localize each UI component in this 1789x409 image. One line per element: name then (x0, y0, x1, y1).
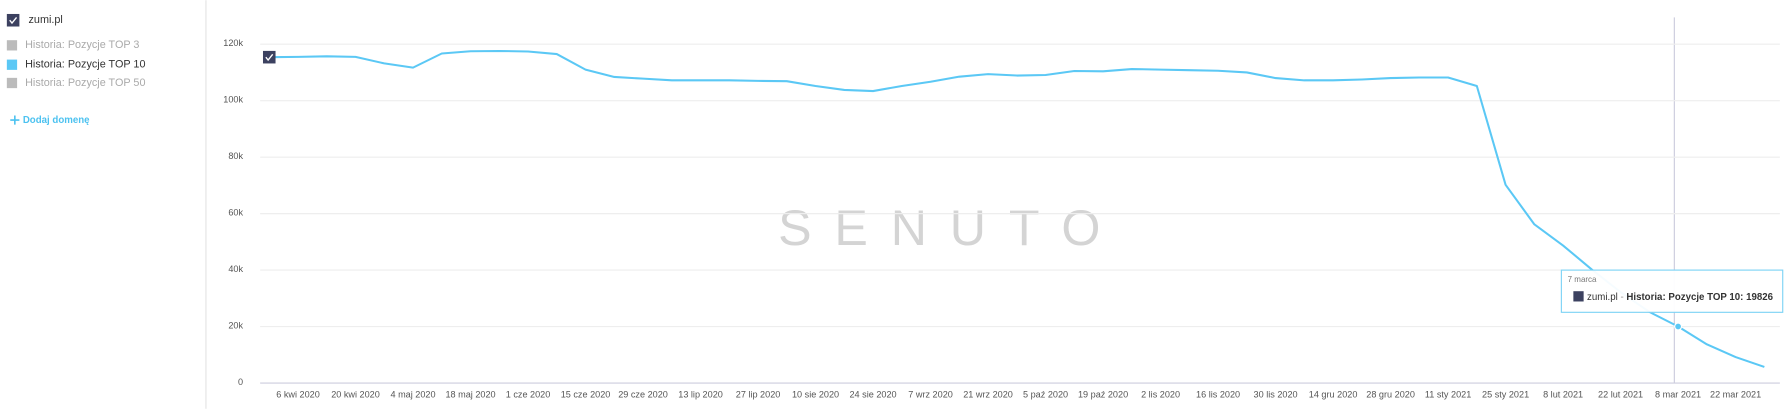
y-tick-label: 0 (238, 377, 243, 387)
start-marker (262, 50, 276, 64)
tooltip-separator: - (1620, 291, 1623, 302)
x-tick-label: 11 sty 2021 (1425, 389, 1471, 399)
x-tick-label: 24 sie 2020 (849, 389, 896, 399)
x-tick-label: 4 maj 2020 (390, 389, 435, 399)
x-tick-label: 20 kwi 2020 (331, 389, 380, 399)
legend-entry[interactable]: Historia: Pozycje TOP 10 (25, 59, 145, 71)
x-tick-label: 21 wrz 2020 (963, 389, 1013, 399)
x-tick-label: 14 gru 2020 (1309, 389, 1358, 399)
x-tick-label: 8 lut 2021 (1543, 389, 1583, 399)
y-tick-label: 80k (228, 151, 243, 161)
y-tick-label: 20k (228, 320, 243, 330)
domain-checkbox[interactable] (6, 13, 20, 27)
tooltip-date: 7 marca (1568, 275, 1597, 284)
tooltip-text: zumi.pl - Historia: Pozycje TOP 10: 1982… (1587, 291, 1774, 302)
x-tick-label: 2 lis 2020 (1141, 389, 1180, 399)
tooltip-value: 19826 (1746, 291, 1774, 302)
x-tick-label: 25 sty 2021 (1482, 389, 1529, 399)
tooltip-box (1560, 269, 1784, 313)
x-tick-label: 29 cze 2020 (618, 389, 668, 399)
x-tick-label: 30 lis 2020 (1254, 389, 1298, 399)
legend-swatch[interactable] (6, 40, 18, 51)
plot: 0 20k 40k 60k 80k 100k 120k 6 kwi 2020 20 kwi 20… (223, 38, 1780, 399)
x-tick-label: 1 cze 2020 (506, 389, 551, 399)
tooltip-label: Historia: Pozycje TOP 10: (1626, 291, 1743, 302)
x-tick-label: 6 kwi 2020 (276, 389, 320, 399)
y-tick-label: 40k (228, 264, 243, 274)
x-tick-label: 18 maj 2020 (445, 389, 495, 399)
tooltip-domain: zumi.pl (1587, 291, 1618, 302)
legend-swatch[interactable] (6, 59, 18, 70)
add-domain-button[interactable]: Dodaj domenę (23, 115, 90, 126)
series-line (269, 49, 1765, 368)
x-tick-label: 13 lip 2020 (678, 389, 723, 399)
legend-entry[interactable]: Historia: Pozycje TOP 50 (25, 77, 145, 89)
plus-icon (10, 115, 20, 125)
x-tick-label: 16 lis 2020 (1196, 389, 1240, 399)
watermark: SENUTO (778, 200, 1123, 256)
x-tick-label: 22 lut 2021 (1598, 389, 1643, 399)
x-tick-label: 19 paź 2020 (1078, 389, 1128, 399)
x-tick-label: 15 cze 2020 (561, 389, 611, 399)
check-icon (9, 16, 18, 25)
x-tick-label: 7 wrz 2020 (908, 389, 953, 399)
y-tick-label: 120k (223, 38, 243, 48)
legend-entry[interactable]: Historia: Pozycje TOP 3 (25, 39, 139, 51)
x-tick-label: 27 lip 2020 (736, 389, 781, 399)
legend-swatch[interactable] (6, 77, 18, 89)
hover-point (1674, 322, 1683, 331)
domain-name: zumi.pl (29, 14, 63, 26)
x-tick-label: 10 sie 2020 (792, 389, 839, 399)
check-icon (265, 53, 274, 62)
y-tick-label: 100k (223, 95, 243, 105)
x-tick-label: 8 mar 2021 (1655, 389, 1701, 399)
tooltip-icon (1573, 291, 1584, 302)
tooltip: 7 marca zumi.pl - Historia: Pozycje TOP … (1560, 269, 1784, 313)
x-tick-label: 28 gru 2020 (1366, 389, 1415, 399)
y-tick-label: 60k (228, 207, 243, 217)
x-tick-label: 22 mar 2021 (1710, 389, 1761, 399)
x-tick-label: 5 paź 2020 (1023, 389, 1068, 399)
